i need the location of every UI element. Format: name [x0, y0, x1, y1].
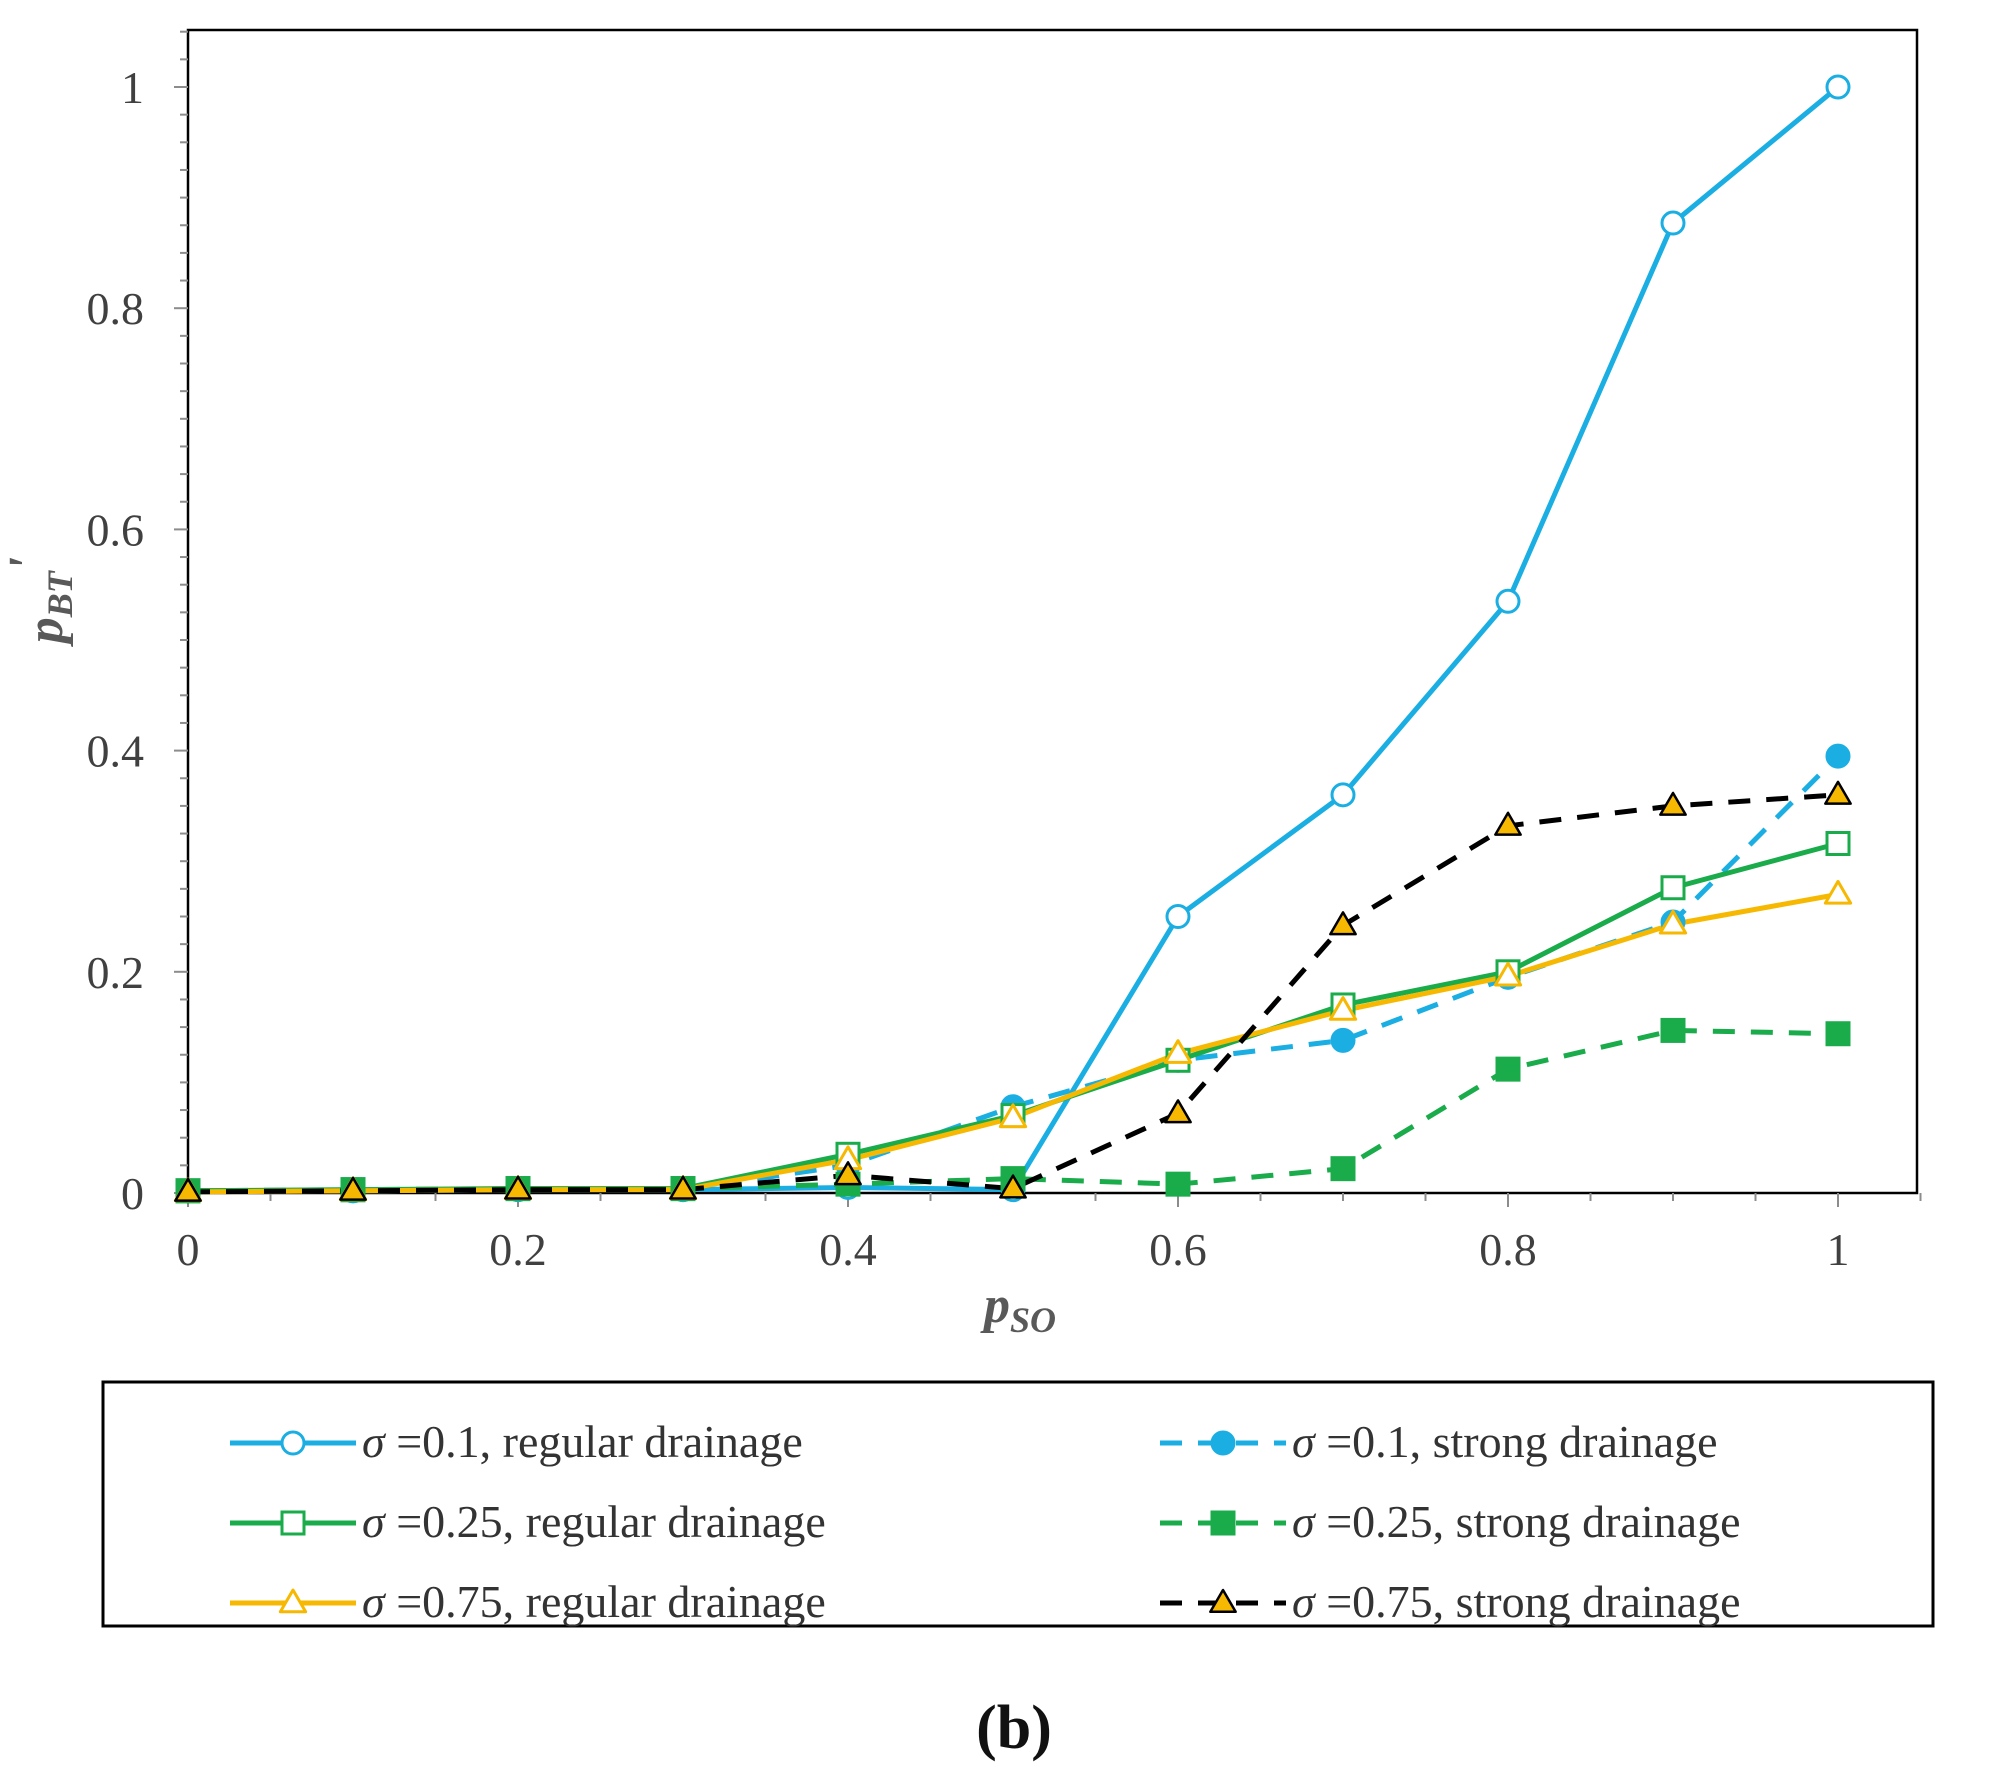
data-point-s4-10	[1823, 879, 1853, 905]
markers-group	[173, 74, 1853, 1204]
axes: 0 0.2 0.4 0.6 0.8 1 0 0.2 0.4 0.6 0.8 1	[87, 30, 1922, 1275]
data-point-s5-3	[669, 1175, 697, 1200]
data-point-s0-10	[1825, 74, 1851, 100]
legend-swatch-marker	[1210, 1510, 1236, 1536]
legend-label: σ =0.1, regular drainage	[362, 1416, 803, 1467]
data-point-s4-7	[1328, 996, 1358, 1021]
y-tick-label: 0.6	[87, 504, 145, 555]
data-point-s0-7	[1330, 782, 1356, 808]
y-tick-label: 0	[121, 1168, 144, 1219]
legend-label: σ =0.1, strong drainage	[1292, 1416, 1717, 1467]
data-point-s4-9	[1658, 909, 1688, 935]
panel-label: (b)	[976, 1694, 1052, 1762]
y-axis-title: pBT'	[0, 557, 80, 647]
y-tick-label: 0.4	[87, 726, 145, 777]
y-tick-label: 1	[121, 62, 144, 113]
x-tick-label: 0.4	[819, 1224, 877, 1275]
data-point-s5-2	[504, 1175, 532, 1200]
data-point-s5-8	[1494, 811, 1522, 836]
data-point-s1-10	[1825, 743, 1851, 769]
data-point-s5-10	[1824, 780, 1852, 805]
data-point-s2-10	[1825, 831, 1851, 857]
data-point-s4-5	[998, 1103, 1028, 1129]
data-point-s5-4	[834, 1161, 862, 1186]
x-tick-label: 0	[177, 1224, 200, 1275]
x-tick-label: 0.8	[1479, 1224, 1537, 1275]
data-point-s3-10	[1825, 1021, 1851, 1047]
series-line-2	[187, 841, 1839, 1194]
data-point-s3-7	[1330, 1156, 1356, 1182]
data-point-s0-9	[1660, 210, 1686, 236]
legend-swatch-marker	[278, 1588, 308, 1614]
y-tick-label: 0.2	[87, 947, 145, 998]
data-point-s3-6	[1165, 1171, 1191, 1197]
x-tick-label: 0.6	[1149, 1224, 1207, 1275]
data-point-s5-5	[999, 1174, 1027, 1199]
data-point-s1-7	[1330, 1027, 1356, 1053]
data-point-s5-7	[1329, 911, 1357, 936]
legend-label: σ =0.25, regular drainage	[362, 1496, 826, 1547]
data-point-s5-9	[1659, 791, 1687, 816]
data-point-s2-9	[1660, 875, 1686, 901]
series-line-5	[187, 792, 1839, 1195]
series-line-0	[188, 85, 1840, 1194]
x-axis-title: pSO	[980, 1277, 1056, 1340]
data-point-s5-0	[174, 1177, 202, 1202]
legend-swatch-marker	[280, 1510, 306, 1536]
data-point-s4-8	[1493, 961, 1523, 987]
data-point-s0-6	[1165, 904, 1191, 929]
x-tick-label: 0.2	[489, 1224, 547, 1275]
data-point-s3-8	[1495, 1056, 1521, 1082]
data-point-s4-6	[1163, 1039, 1193, 1064]
y-tick-label: 0.8	[87, 283, 145, 334]
data-point-s5-1	[339, 1176, 367, 1201]
legend-frame	[101, 1380, 1935, 1628]
series-group	[187, 85, 1840, 1195]
legend-swatch-marker	[1210, 1430, 1236, 1456]
data-point-s3-9	[1660, 1017, 1686, 1043]
legend-label: σ =0.25, strong drainage	[1292, 1496, 1740, 1547]
data-point-s5-6	[1164, 1099, 1192, 1124]
plot-frame	[186, 28, 1919, 1195]
data-point-s0-8	[1495, 588, 1521, 614]
series-line-4	[187, 891, 1839, 1195]
x-tick-label: 1	[1827, 1224, 1850, 1275]
legend-swatch-marker	[280, 1430, 306, 1456]
legend-swatch-marker	[1209, 1588, 1237, 1614]
legend: σ =0.1, regular drainage σ =0.1, strong d…	[101, 1380, 1935, 1628]
legend-label: σ =0.75, regular drainage	[362, 1576, 826, 1627]
legend-label: σ =0.75, strong drainage	[1292, 1576, 1740, 1627]
